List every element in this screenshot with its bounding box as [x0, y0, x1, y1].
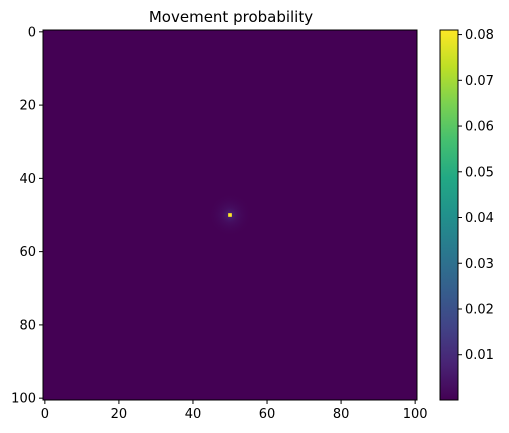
colorbar-tick-label: 0.07 — [465, 74, 494, 89]
colorbar-tick-label: 0.08 — [465, 28, 494, 43]
plot-frame — [42, 29, 418, 401]
heatmap-plot-area — [42, 29, 418, 401]
colorbar-tick-label: 0.06 — [465, 120, 494, 135]
colorbar-tick-label: 0.04 — [465, 211, 494, 226]
x-tick-label: 0 — [41, 407, 49, 422]
x-tick-label: 40 — [185, 407, 202, 422]
x-tick-label: 100 — [403, 407, 428, 422]
colorbar-tick-label: 0.03 — [465, 257, 494, 272]
colorbar-frame — [439, 29, 459, 401]
colorbar-tick-label: 0.02 — [465, 302, 494, 317]
y-tick-label: 40 — [19, 172, 36, 187]
chart-title: Movement probability — [149, 8, 313, 26]
x-tick-label: 20 — [111, 407, 128, 422]
y-axis: 0 20 40 60 80 100 — [11, 25, 43, 407]
x-tick-label: 60 — [259, 407, 276, 422]
colorbar: 0.01 0.02 0.03 0.04 0.05 0.06 0.07 0.08 — [439, 28, 494, 401]
colorbar-tick-label: 0.01 — [465, 348, 494, 363]
y-tick-label: 100 — [11, 392, 36, 407]
colorbar-tick-label: 0.05 — [465, 165, 494, 180]
colorbar-gradient — [440, 30, 458, 400]
x-tick-label: 80 — [333, 407, 350, 422]
x-axis: 0 20 40 60 80 100 — [41, 400, 428, 422]
y-tick-label: 0 — [28, 25, 36, 40]
heatmap-peak-cell — [228, 213, 232, 217]
y-tick-label: 80 — [19, 318, 36, 333]
y-tick-label: 20 — [19, 99, 36, 114]
y-tick-label: 60 — [19, 245, 36, 260]
